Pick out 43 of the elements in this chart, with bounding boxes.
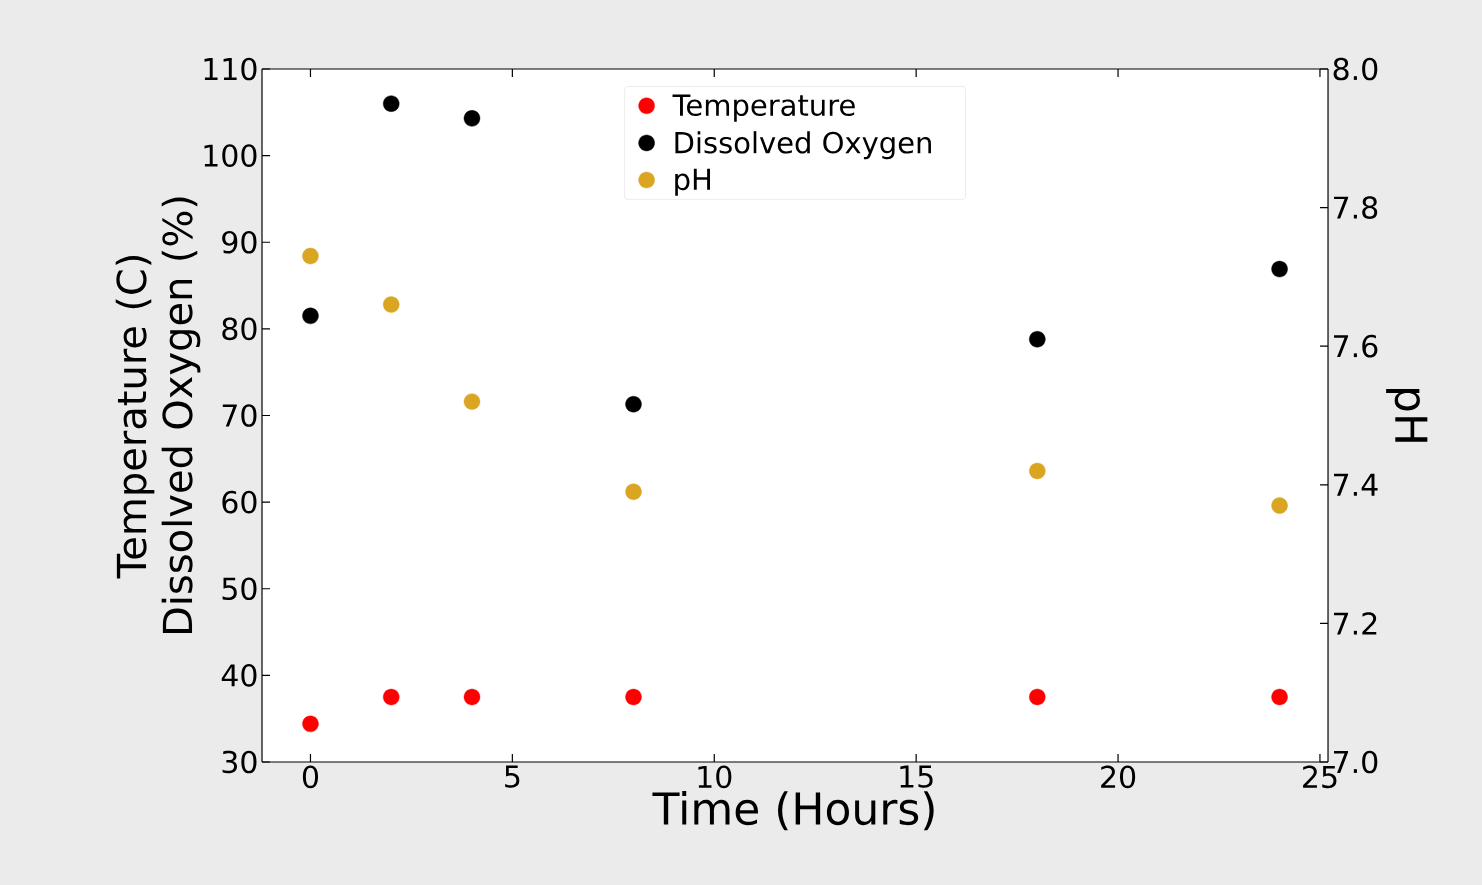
point (1271, 260, 1288, 278)
y-tick-label: 110 (204, 57, 257, 81)
y-tick-label: 90 (222, 230, 257, 254)
y-tick-label: 80 (222, 317, 257, 341)
point (302, 715, 319, 733)
point (383, 95, 400, 112)
point (302, 247, 319, 265)
point (463, 110, 481, 127)
point (383, 688, 400, 706)
y-tick-label: 40 (221, 664, 257, 687)
y2-tick-label: 8.0 (1333, 57, 1378, 81)
y2-tick-label: 7.4 (1334, 473, 1378, 496)
x-axis-title: Time (Hours) (652, 791, 934, 831)
point (1029, 331, 1046, 348)
y-axis-title: Temperature (C) Dissolved Oxygen (%) (115, 197, 201, 634)
point (1271, 497, 1288, 514)
point (383, 296, 400, 313)
point (302, 307, 319, 325)
legend-label: Temperature (672, 94, 855, 122)
x-tick-label: 0 (302, 765, 319, 789)
point (625, 396, 642, 413)
y2-tick-label: 7.6 (1334, 334, 1378, 358)
x-tick-label: 15 (900, 765, 933, 788)
y-tick-label: 60 (222, 490, 257, 514)
y-tick-label: 100 (204, 144, 257, 167)
point (1271, 688, 1288, 706)
x-tick-label: 10 (698, 765, 732, 789)
point (463, 688, 481, 706)
point (1029, 688, 1046, 706)
x-tick-label: 20 (1101, 765, 1136, 789)
y2-tick-label: 7.8 (1334, 196, 1378, 219)
y-tick-label: 50 (222, 577, 257, 601)
legend-label: pH (675, 168, 710, 196)
point (625, 688, 642, 706)
x-tick-label: 5 (505, 765, 520, 788)
legend-label: Dissolved Oxygen (675, 131, 931, 160)
point (625, 483, 642, 500)
y-tick-label: 30 (222, 750, 257, 774)
y2-axis-title: pH (1386, 388, 1428, 442)
point (1029, 462, 1046, 480)
point (463, 393, 481, 410)
y2-tick-label: 7.2 (1334, 612, 1377, 635)
y-tick-label: 70 (222, 404, 257, 427)
